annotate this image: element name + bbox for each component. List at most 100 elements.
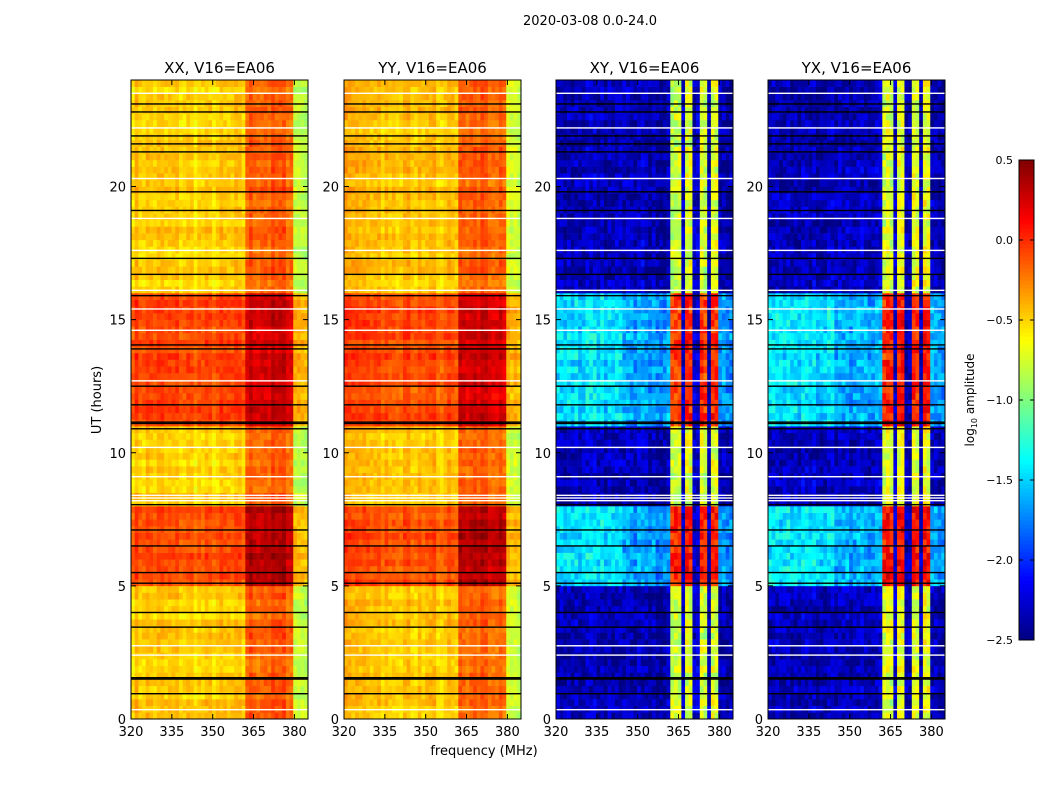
heatmap-cell [304,519,309,527]
heatmap-cell [425,712,430,720]
heatmap-cell [219,332,224,340]
heatmap-cell [300,226,305,234]
heatmap-cell [167,279,172,287]
heatmap-cell [267,392,272,400]
heatmap-cell [296,259,301,267]
heatmap-cell [186,299,191,307]
heatmap-cell [175,199,180,207]
heatmap-cell [149,432,154,440]
heatmap-cell [219,652,224,660]
heatmap-cell [230,499,235,507]
heatmap-cell [160,699,165,706]
heatmap-cell [164,545,169,553]
heatmap-cell [164,379,169,387]
heatmap-cell [186,519,191,527]
heatmap-cell [285,466,290,474]
heatmap-cell [304,219,309,227]
heatmap-cell [138,219,143,227]
heatmap-cell [201,93,206,101]
heatmap-cell [167,259,172,267]
heatmap-cell [193,166,198,174]
heatmap-cell [278,173,283,181]
heatmap-cell [145,359,150,367]
heatmap-cell [208,552,213,560]
heatmap-cell [175,432,180,440]
heatmap-cell [131,219,135,227]
heatmap-cell [249,259,253,267]
heatmap-cell [164,632,169,640]
heatmap-cell [175,652,180,660]
heatmap-cell [142,512,147,520]
heatmap-cell [421,712,426,720]
heatmap-cell [186,306,191,314]
heatmap-cell [304,492,309,500]
heatmap-cell [271,632,276,640]
heatmap-cell [219,659,224,667]
heatmap-cell [164,93,169,101]
heatmap-cell [234,332,239,340]
heatmap-cell [208,159,213,167]
heatmap-cell [138,612,143,620]
heatmap-cell [263,412,268,420]
heatmap-cell [178,299,183,307]
heatmap-cell [208,226,213,234]
heatmap-cell [153,219,158,227]
heatmap-cell [403,692,407,700]
heatmap-cell [215,153,220,161]
heatmap-cell [237,119,242,127]
heatmap-cell [156,299,161,307]
heatmap-cell [282,346,287,354]
heatmap-cell [145,406,150,414]
heatmap-cell [260,619,265,627]
heatmap-cell [145,585,150,593]
heatmap-cell [178,685,183,693]
heatmap-cell [256,412,261,420]
heatmap-cell [190,219,194,227]
heatmap-cell [274,565,279,573]
heatmap-cell [223,625,228,633]
heatmap-cell [171,166,176,174]
heatmap-cell [215,499,220,507]
heatmap-cell [223,346,228,354]
heatmap-cell [142,253,147,261]
heatmap-cell [212,652,217,660]
heatmap-cell [193,126,198,134]
heatmap-cell [391,672,396,680]
heatmap-cell [293,552,298,560]
heatmap-cell [252,339,257,347]
heatmap-cell [197,645,202,653]
heatmap-cell [304,432,309,440]
heatmap-cell [230,645,235,653]
heatmap-cell [131,352,135,360]
heatmap-cell [167,592,172,600]
heatmap-cell [252,166,257,174]
heatmap-cell [223,319,228,327]
heatmap-cell [245,399,250,407]
heatmap-cell [230,426,235,434]
heatmap-cell [156,432,161,440]
heatmap-cell [223,186,228,194]
heatmap-cell [182,639,187,647]
heatmap-cell [249,266,253,274]
heatmap-cell [285,592,290,600]
heatmap-cell [282,80,287,87]
heatmap-cell [260,113,265,121]
heatmap-cell [190,625,194,633]
heatmap-cell [271,219,276,227]
heatmap-cell [142,539,147,547]
heatmap-cell [293,492,298,500]
heatmap-cell [293,685,298,693]
heatmap-cell [193,685,198,693]
heatmap-cell [190,559,194,567]
heatmap-cell [131,426,135,434]
heatmap-cell [300,399,305,407]
heatmap-cell [271,565,276,573]
heatmap-cell [164,133,169,141]
heatmap-cell [171,113,176,121]
heatmap-cell [282,253,287,261]
heatmap-cell [278,712,283,720]
heatmap-cell [156,659,161,667]
heatmap-cell [263,119,268,127]
heatmap-cell [237,199,242,207]
heatmap-cell [131,119,135,127]
